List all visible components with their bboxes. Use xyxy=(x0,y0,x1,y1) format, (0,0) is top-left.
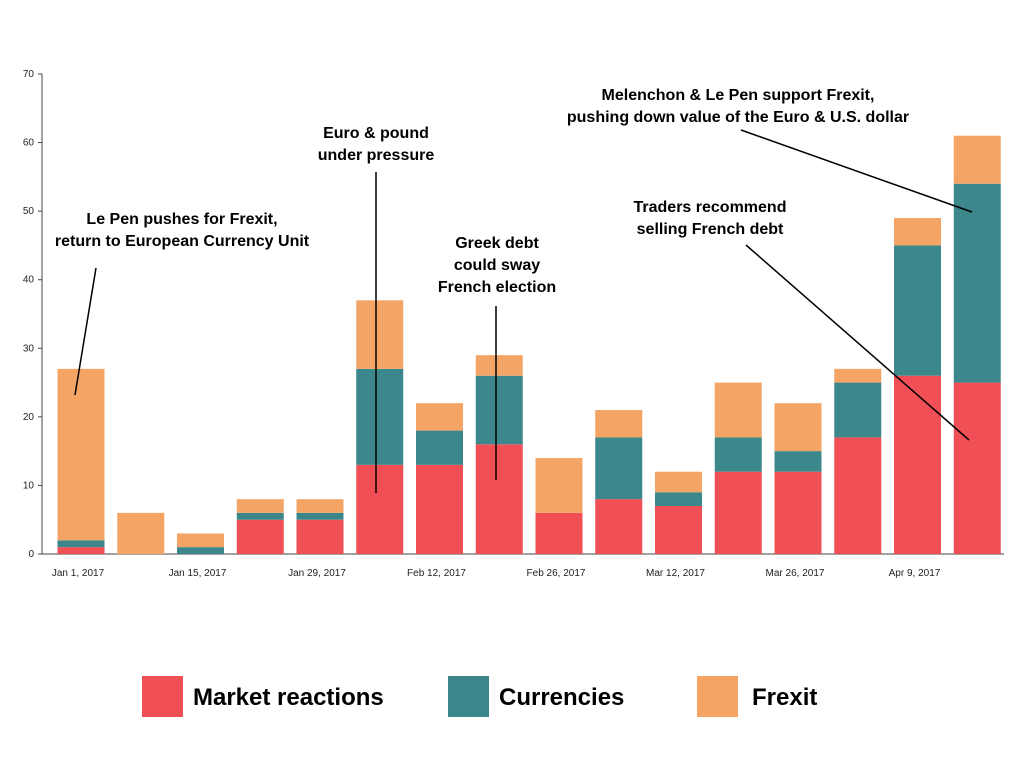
y-tick-label: 50 xyxy=(23,206,35,217)
annotation-text: selling French debt xyxy=(637,221,784,238)
bar-frexit xyxy=(953,135,1001,184)
legend-item-market-reactions: Market reactions xyxy=(142,676,384,717)
bar-currencies xyxy=(834,382,882,438)
bar-currencies xyxy=(774,451,822,472)
bar-market-reactions xyxy=(714,471,762,554)
annotation-leader-line xyxy=(745,244,970,441)
legend-swatch xyxy=(142,676,183,717)
bar-market-reactions xyxy=(595,499,643,554)
bar-market-reactions xyxy=(774,471,822,554)
annotation: Euro & pound under pressure xyxy=(318,125,435,493)
x-tick-label: Feb 12, 2017 xyxy=(407,568,466,579)
bar-frexit xyxy=(236,499,284,513)
y-tick-label: 70 xyxy=(23,69,35,80)
bar-frexit xyxy=(475,355,523,376)
annotation-text: pushing down value of the Euro & U.S. do… xyxy=(567,109,909,126)
bar-currencies xyxy=(356,368,404,465)
x-tick-label: Mar 26, 2017 xyxy=(766,568,825,579)
annotation: Le Pen pushes for Frexit, return to Europ… xyxy=(55,211,310,396)
annotation: Melenchon & Le Pen support Frexit, pushin… xyxy=(567,87,973,213)
bar-currencies xyxy=(177,547,224,554)
bar-currencies xyxy=(475,375,523,445)
bar-frexit xyxy=(356,300,404,369)
bar-frexit xyxy=(57,368,105,541)
bar-frexit xyxy=(117,512,165,554)
bar-frexit xyxy=(834,368,882,383)
bars xyxy=(57,135,1001,554)
annotation-text: Le Pen pushes for Frexit, xyxy=(86,211,277,228)
annotation: Traders recommend selling French debt xyxy=(634,199,970,441)
y-tick-label: 10 xyxy=(23,480,35,491)
x-tick-label: Jan 29, 2017 xyxy=(288,568,346,579)
bar-market-reactions xyxy=(535,512,583,554)
annotations: Le Pen pushes for Frexit, return to Europ… xyxy=(55,87,973,493)
annotation: Greek debt could sway French election xyxy=(438,235,556,480)
y-tick-label: 0 xyxy=(28,549,34,560)
bar-currencies xyxy=(416,430,463,465)
bar-frexit xyxy=(655,471,702,493)
bar-market-reactions xyxy=(953,382,1001,554)
legend-label: Frexit xyxy=(752,684,817,711)
x-tick-label: Mar 12, 2017 xyxy=(646,568,705,579)
legend-swatch xyxy=(697,676,738,717)
bar-currencies xyxy=(595,437,643,500)
annotation-text: Greek debt xyxy=(455,235,539,252)
legend-label: Currencies xyxy=(499,684,624,711)
legend-swatch xyxy=(448,676,489,717)
annotation-text: Euro & pound xyxy=(323,125,429,142)
x-tick-label: Jan 1, 2017 xyxy=(52,568,105,579)
legend-item-frexit: Frexit xyxy=(697,676,817,717)
annotation-text: could sway xyxy=(454,257,540,274)
annotation-text: Melenchon & Le Pen support Frexit, xyxy=(602,87,875,104)
bar-frexit xyxy=(177,533,224,548)
annotation-text: Traders recommend xyxy=(634,199,787,216)
bar-frexit xyxy=(595,410,643,438)
bar-currencies xyxy=(953,183,1001,383)
bar-frexit xyxy=(774,403,822,452)
bar-frexit xyxy=(535,458,583,513)
annotation-leader-line xyxy=(74,267,97,396)
annotation-text: return to European Currency Unit xyxy=(55,233,310,250)
bar-market-reactions xyxy=(894,375,941,554)
annotation-text: under pressure xyxy=(318,147,435,164)
bar-market-reactions xyxy=(296,519,344,554)
bar-currencies xyxy=(655,492,702,506)
bar-currencies xyxy=(57,540,105,548)
bar-currencies xyxy=(236,512,284,520)
bar-market-reactions xyxy=(655,506,702,554)
y-tick-label: 40 xyxy=(23,275,35,286)
bar-market-reactions xyxy=(57,547,105,554)
x-tick-label: Feb 26, 2017 xyxy=(527,568,586,579)
bar-frexit xyxy=(416,403,463,431)
y-tick-label: 30 xyxy=(23,343,35,354)
annotation-leader-line xyxy=(740,129,973,213)
bar-market-reactions xyxy=(236,519,284,554)
bar-currencies xyxy=(296,512,344,520)
bar-market-reactions xyxy=(356,464,404,554)
bar-currencies xyxy=(894,245,941,376)
x-tick-label: Apr 9, 2017 xyxy=(889,568,941,579)
legend-label: Market reactions xyxy=(193,684,384,711)
legend: Market reactions Currencies Frexit xyxy=(142,676,817,717)
bar-market-reactions xyxy=(416,464,463,554)
bar-frexit xyxy=(714,382,762,438)
bar-currencies xyxy=(714,437,762,472)
annotation-text: French election xyxy=(438,279,556,296)
y-tick-label: 20 xyxy=(23,412,35,423)
y-tick-label: 60 xyxy=(23,138,35,149)
bar-market-reactions xyxy=(834,437,882,554)
legend-item-currencies: Currencies xyxy=(448,676,624,717)
bar-frexit xyxy=(296,499,344,513)
bar-market-reactions xyxy=(475,444,523,554)
x-tick-label: Jan 15, 2017 xyxy=(169,568,227,579)
bar-frexit xyxy=(894,218,941,246)
